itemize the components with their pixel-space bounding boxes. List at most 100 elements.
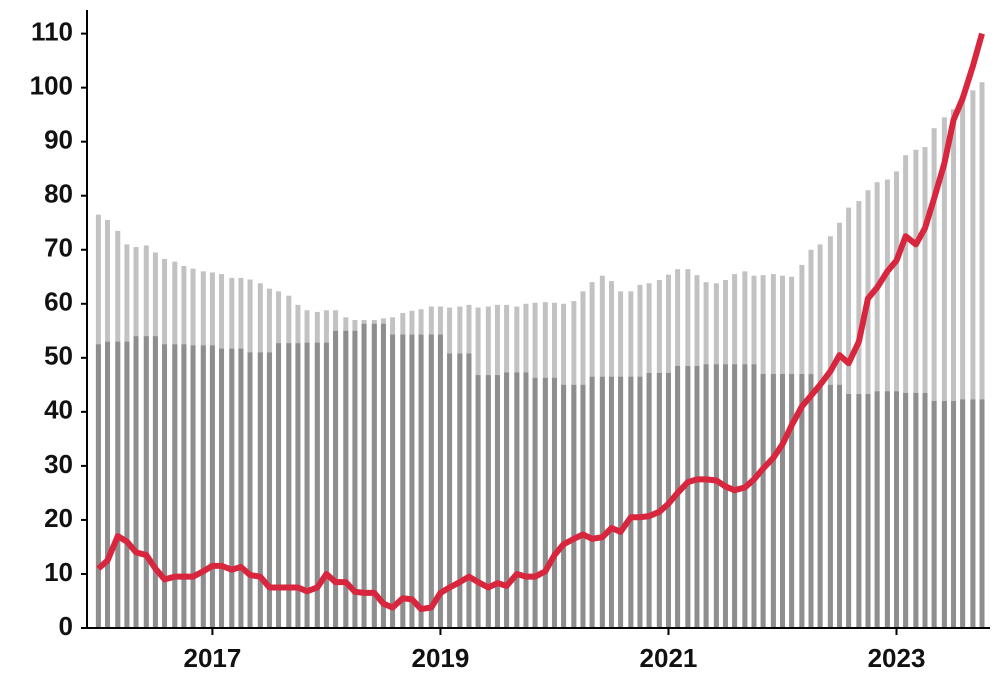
bar: [713, 364, 719, 628]
bar: [960, 399, 966, 628]
bar: [703, 364, 709, 628]
bar: [143, 336, 149, 628]
bar: [760, 374, 766, 628]
y-tick-label: 30: [44, 449, 73, 479]
bar: [874, 391, 880, 628]
x-tick-label: 2023: [868, 643, 926, 673]
bar: [846, 394, 852, 628]
bar: [742, 364, 748, 628]
line: [96, 32, 985, 613]
bar: [941, 401, 947, 628]
bar: [457, 353, 463, 628]
bar: [105, 341, 111, 628]
y-tick-label: 100: [30, 71, 73, 101]
bar: [551, 377, 557, 628]
bar: [124, 341, 130, 628]
bar: [532, 377, 538, 628]
bar: [856, 394, 862, 628]
bar: [884, 391, 890, 628]
y-tick-label: 80: [44, 179, 73, 209]
bar: [323, 342, 329, 628]
bar: [951, 401, 957, 628]
bar: [333, 330, 339, 628]
bar: [808, 374, 814, 628]
bar: [380, 323, 386, 628]
y-tick-label: 90: [44, 125, 73, 155]
bar: [694, 365, 700, 628]
bar: [514, 372, 520, 628]
bar: [722, 364, 728, 628]
bar: [561, 384, 567, 628]
bar: [428, 334, 434, 628]
bar: [894, 391, 900, 628]
bar: [152, 336, 158, 628]
bar: [751, 364, 757, 628]
bar: [219, 348, 225, 628]
bar: [209, 345, 215, 628]
bar: [276, 343, 282, 628]
bar: [646, 372, 652, 628]
bar: [903, 155, 909, 628]
bar: [504, 372, 510, 628]
bar: [922, 147, 928, 629]
bar: [656, 372, 662, 628]
bar: [580, 384, 586, 628]
y-tick-label: 50: [44, 341, 73, 371]
y-tick-label: 60: [44, 287, 73, 317]
bar: [542, 377, 548, 628]
bar: [941, 117, 947, 629]
bar: [466, 353, 472, 628]
bar: [599, 376, 605, 628]
bar: [628, 376, 634, 628]
bar: [115, 341, 121, 628]
bar: [95, 344, 101, 628]
bar: [295, 343, 301, 628]
bar: [913, 149, 919, 628]
bar: [951, 109, 957, 628]
bar: [931, 401, 937, 628]
bar: [903, 392, 909, 628]
y-tick-label: 0: [59, 611, 73, 641]
y-tick-label: 70: [44, 233, 73, 263]
bar: [304, 342, 310, 628]
x-tick-label: 2021: [640, 643, 698, 673]
bar: [970, 90, 976, 628]
bar: [162, 344, 168, 628]
bar: [931, 128, 937, 628]
bar: [799, 374, 805, 628]
bar: [637, 376, 643, 628]
bar: [685, 365, 691, 628]
bar: [343, 330, 349, 628]
bar: [352, 330, 358, 628]
bar: [447, 353, 453, 628]
bar: [361, 323, 367, 628]
bar: [286, 343, 292, 628]
bar: [827, 384, 833, 628]
y-tick-label: 110: [31, 16, 73, 46]
bar: [779, 374, 785, 628]
bar: [913, 392, 919, 628]
bar: [238, 348, 244, 628]
y-tick-label: 40: [44, 395, 73, 425]
bar: [314, 342, 320, 628]
y-tick-label: 10: [44, 557, 73, 587]
bar: [608, 376, 614, 628]
bar: [817, 384, 823, 628]
bar: [494, 375, 500, 628]
bar: [922, 392, 928, 628]
bar: [247, 352, 253, 628]
bar: [181, 344, 187, 628]
bar: [485, 375, 491, 628]
bar: [371, 323, 377, 628]
bar: [979, 82, 985, 629]
bar: [970, 399, 976, 628]
bar: [200, 345, 206, 628]
bar: [523, 372, 529, 628]
bar: [979, 399, 985, 628]
bar: [960, 95, 966, 628]
bar: [266, 352, 272, 628]
y-tick-label: 20: [44, 503, 73, 533]
bar: [390, 334, 396, 628]
bar: [837, 384, 842, 628]
